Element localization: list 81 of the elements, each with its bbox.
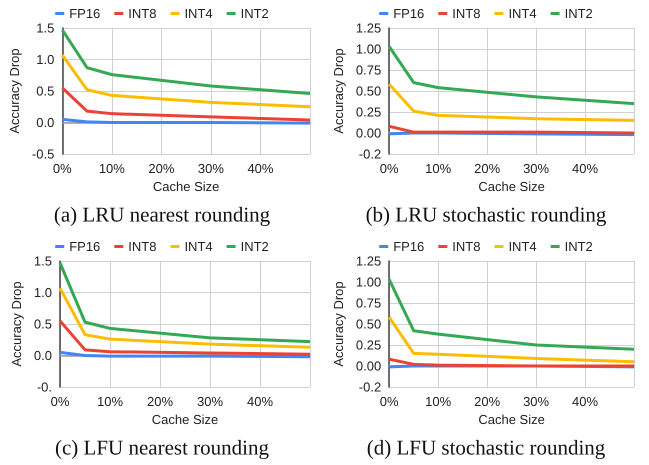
line-series — [388, 82, 636, 122]
y-tick-label: -0. — [36, 379, 52, 394]
y-tick-label: 1.0 — [34, 284, 52, 300]
legend-label: INT2 — [240, 6, 269, 21]
text: (b) LRU stochastic rounding — [366, 202, 607, 226]
legend-label: INT2 — [564, 6, 593, 21]
y-tick-label: 0.75 — [356, 62, 382, 78]
y-axis-title: Accuracy Drop — [331, 280, 346, 366]
legend-label: INT8 — [128, 238, 156, 254]
x-tick-label: 0% — [52, 161, 72, 176]
x-tick-label: 0% — [380, 394, 400, 408]
legend-label: FP16 — [393, 6, 424, 21]
line-series — [388, 44, 636, 106]
x-tick-label: 30% — [198, 161, 224, 176]
x-tick-label: 30% — [523, 394, 550, 408]
y-tick-label: 0.00 — [356, 358, 382, 373]
x-tick-label: 20% — [146, 394, 174, 408]
y-axis-title: Accuracy Drop — [7, 48, 22, 134]
line-series — [58, 318, 312, 356]
y-tick-label: 1.25 — [356, 253, 382, 268]
legend-label: INT4 — [184, 238, 213, 254]
y-tick-label: 0.75 — [356, 295, 382, 310]
y-tick-label: -0.5 — [32, 146, 54, 162]
x-tick-label: 10% — [425, 161, 452, 176]
legend-label: FP16 — [69, 6, 100, 21]
legend-label: INT4 — [508, 238, 537, 254]
x-tick-label: 20% — [148, 161, 175, 176]
x-tick-label: 30% — [523, 161, 550, 176]
text: (d) LFU stochastic rounding — [366, 435, 606, 459]
legend-label: INT4 — [508, 6, 537, 21]
legend-label: INT8 — [452, 238, 480, 254]
x-tick-label: 40% — [572, 394, 598, 408]
line-series — [58, 286, 312, 348]
y-tick-label: -0.2 — [358, 146, 382, 162]
y-tick-label: 0.00 — [356, 126, 382, 140]
x-tick-label: 10% — [98, 161, 126, 176]
x-axis-title: Cache Size — [152, 411, 218, 426]
y-tick-label: 0.25 — [356, 104, 382, 120]
x-axis-title: Cache Size — [478, 178, 545, 194]
y-tick-label: 1.25 — [356, 20, 382, 36]
y-tick-label: 1.0 — [36, 52, 54, 67]
x-tick-label: 40% — [246, 394, 274, 408]
y-tick-label: 0.5 — [34, 316, 52, 331]
x-tick-label: 30% — [196, 394, 224, 408]
y-tick-label: 0.50 — [356, 316, 382, 331]
y-tick-label: 0.5 — [36, 84, 54, 98]
legend-label: INT2 — [564, 238, 593, 254]
legend-label: INT8 — [128, 6, 156, 21]
line-series — [388, 357, 636, 367]
x-tick-label: 10% — [425, 394, 452, 408]
line-series — [60, 54, 312, 108]
x-tick-label: 0% — [50, 394, 70, 408]
text: (a) LRU nearest rounding — [54, 202, 271, 226]
y-tick-label: 1.00 — [356, 42, 382, 56]
y-tick-label: 1.5 — [34, 253, 52, 268]
y-tick-label: 0.25 — [356, 337, 382, 352]
line-series — [388, 277, 636, 350]
legend-label: FP16 — [393, 238, 424, 254]
x-tick-label: 20% — [474, 161, 501, 176]
line-series — [60, 86, 312, 122]
x-axis-title: Cache Size — [478, 411, 545, 426]
x-tick-label: 40% — [247, 161, 274, 176]
x-tick-label: 40% — [572, 161, 598, 176]
legend-label: INT8 — [452, 6, 480, 21]
x-tick-label: 10% — [96, 394, 124, 408]
y-tick-label: 0.0 — [36, 115, 54, 130]
x-axis-title: Cache Size — [152, 178, 220, 194]
legend-label: FP16 — [69, 238, 100, 254]
y-tick-label: -0.2 — [358, 379, 382, 394]
x-tick-label: 20% — [474, 394, 501, 408]
y-tick-label: 1.00 — [356, 274, 382, 289]
text: (c) LFU nearest rounding — [54, 435, 270, 459]
y-tick-label: 0.50 — [356, 84, 382, 98]
legend-label: INT2 — [240, 238, 269, 254]
y-axis-title: Accuracy Drop — [9, 280, 24, 366]
x-tick-label: 0% — [380, 161, 400, 176]
y-tick-label: 1.5 — [36, 20, 54, 36]
y-axis-title: Accuracy Drop — [331, 48, 346, 134]
line-series — [388, 315, 636, 363]
legend-label: INT4 — [184, 6, 213, 21]
y-tick-label: 0.0 — [34, 348, 52, 362]
